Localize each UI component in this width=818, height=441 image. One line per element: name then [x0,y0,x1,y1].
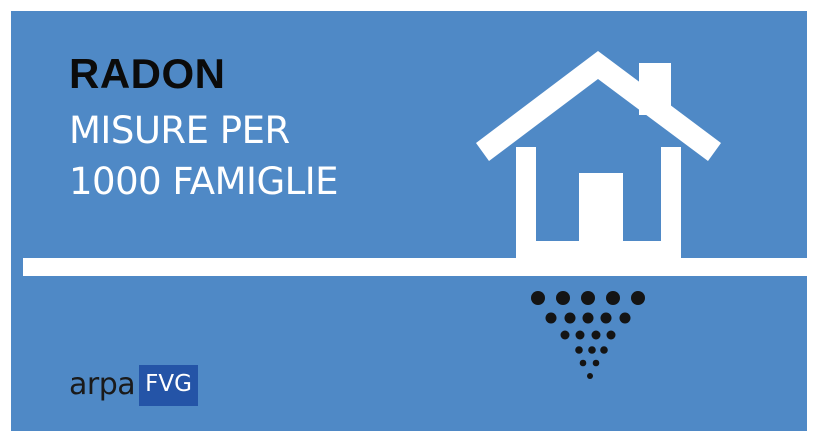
dot [591,330,601,340]
dot [582,312,594,324]
title-radon: RADON [69,50,226,97]
dot [600,312,612,324]
dot [575,330,585,340]
ground-line [23,258,807,276]
radon-dots-icon [531,291,645,379]
dot [619,312,631,324]
dot [531,291,545,305]
dot [556,291,570,305]
house-icon [476,51,721,258]
dot [545,312,557,324]
dot [587,373,593,379]
arpa-fvg-logo: arpa FVG [69,364,198,406]
title-block: RADON MISURE PER 1000 FAMIGLIE [69,50,339,214]
dot [575,346,583,354]
logo-arpa-text: arpa [69,367,136,402]
banner: RADON MISURE PER 1000 FAMIGLIE [11,11,807,431]
dot [579,359,587,367]
dot [560,330,570,340]
dot [588,346,596,354]
dot [592,359,600,367]
title-subtitle-line1: MISURE PER [69,109,290,152]
dot [606,291,620,305]
dot [564,312,576,324]
logo-fvg-badge: FVG [139,365,198,406]
title-subtitle-line2: 1000 FAMIGLIE [69,160,339,203]
house-roof [476,51,721,161]
dot [600,346,608,354]
house-walls [516,147,681,258]
dot [581,291,595,305]
house-door [579,173,623,243]
dot [631,291,645,305]
dot [606,330,616,340]
